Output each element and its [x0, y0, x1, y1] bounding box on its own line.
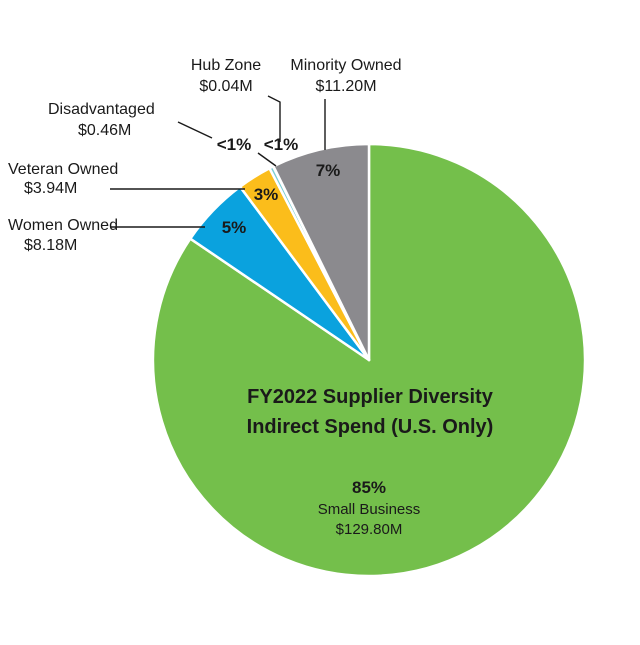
- chart-title-line-2: Indirect Spend (U.S. Only): [247, 416, 494, 438]
- women-owned-percent: 5%: [222, 218, 247, 237]
- hub-zone-label: Hub Zone: [191, 57, 261, 74]
- disadvantaged-amount: $0.46M: [78, 122, 131, 139]
- small-business-label: Small Business: [318, 501, 421, 518]
- slices-layer: [151, 142, 587, 578]
- women-owned-amount: $8.18M: [24, 237, 77, 254]
- minority-owned-amount: $11.20M: [315, 78, 376, 95]
- leader-hub-zone: [267, 95, 281, 142]
- small-business-percent: 85%: [352, 478, 386, 497]
- hub-zone-percent: <1%: [264, 135, 299, 154]
- disadvantaged-percent: <1%: [217, 135, 252, 154]
- minority-owned-percent: 7%: [316, 161, 341, 180]
- chart-title-line-1: FY2022 Supplier Diversity: [247, 386, 494, 408]
- hub-zone-amount: $0.04M: [199, 78, 252, 95]
- women-owned-label: Women Owned: [8, 217, 118, 234]
- disadvantaged-label: Disadvantaged: [48, 101, 155, 118]
- leader-lines: [110, 95, 326, 228]
- small-business-amount: $129.80M: [336, 521, 403, 538]
- veteran-owned-amount: $3.94M: [24, 180, 77, 197]
- minority-owned-label: Minority Owned: [290, 57, 401, 74]
- veteran-owned-label: Veteran Owned: [8, 161, 118, 178]
- leader-disadvantaged: [177, 121, 213, 139]
- veteran-owned-percent: 3%: [254, 185, 279, 204]
- leader-disadvantaged-to-slice: [257, 152, 277, 167]
